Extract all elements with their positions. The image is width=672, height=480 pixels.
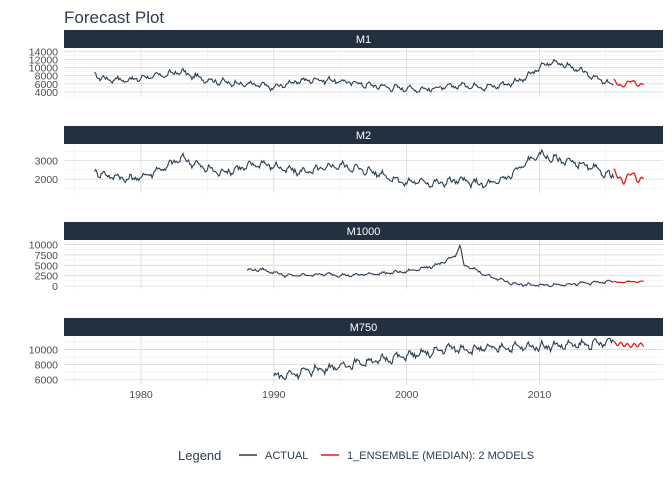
chart-title: Forecast Plot: [64, 8, 164, 27]
y-tick-label: 2000: [35, 174, 59, 186]
series-actual-m750: [273, 337, 615, 381]
facet-m2: M2 2000 3000: [35, 126, 663, 193]
x-tick-label: 2010: [528, 389, 552, 401]
y-tick-label: 14000: [29, 46, 58, 58]
y-tick-label: 8000: [35, 360, 59, 372]
legend: Legend ACTUAL 1_ENSEMBLE (MEDIAN): 2 MOD…: [178, 448, 534, 463]
facet-strip: [64, 126, 663, 144]
legend-title: Legend: [178, 448, 221, 463]
y-tick-label: 10000: [29, 240, 58, 252]
facet-strip: [64, 30, 663, 48]
y-tick-label: 6000: [35, 79, 59, 91]
series-forecast-m1: [613, 78, 644, 88]
facet-m750: M750 6000 8000 10000: [29, 318, 663, 387]
series-actual-m1000: [246, 243, 614, 288]
y-tick-label: 8000: [35, 71, 59, 83]
facet-strip-label: M2: [356, 130, 371, 142]
facet-strip-label: M1000: [347, 226, 381, 238]
y-tick-label: 4000: [35, 87, 59, 99]
x-axis: 1980 1990 2000 2010: [129, 389, 551, 401]
series-forecast-m2: [613, 168, 644, 186]
facet-strip: [64, 222, 663, 240]
y-tick-label: 12000: [29, 54, 58, 66]
series-forecast-m750: [613, 341, 645, 349]
legend-label-actual: ACTUAL: [265, 450, 308, 462]
series-actual-m2: [94, 148, 615, 190]
y-tick-label: 5000: [35, 260, 59, 272]
y-tick-label: 0: [52, 281, 58, 293]
facet-panels: M1400060008000100001200014000M220003000M…: [29, 30, 663, 387]
y-tick-label: 10000: [29, 345, 58, 357]
y-tick-label: 2500: [35, 271, 59, 283]
legend-label-forecast: 1_ENSEMBLE (MEDIAN): 2 MODELS: [347, 450, 534, 462]
series-forecast-m1000: [613, 280, 644, 284]
y-tick-label: 7500: [35, 250, 59, 262]
y-tick-label: 6000: [35, 375, 59, 387]
x-tick-label: 2000: [395, 389, 419, 401]
y-tick-label: 3000: [35, 156, 59, 168]
facet-strip-label: M750: [350, 322, 378, 334]
x-tick-label: 1990: [262, 389, 286, 401]
series-actual-m1: [94, 58, 614, 94]
facet-strip-label: M1: [356, 34, 371, 46]
y-tick-label: 10000: [29, 63, 58, 75]
x-tick-label: 1980: [129, 389, 153, 401]
facet-strip: [64, 318, 663, 336]
